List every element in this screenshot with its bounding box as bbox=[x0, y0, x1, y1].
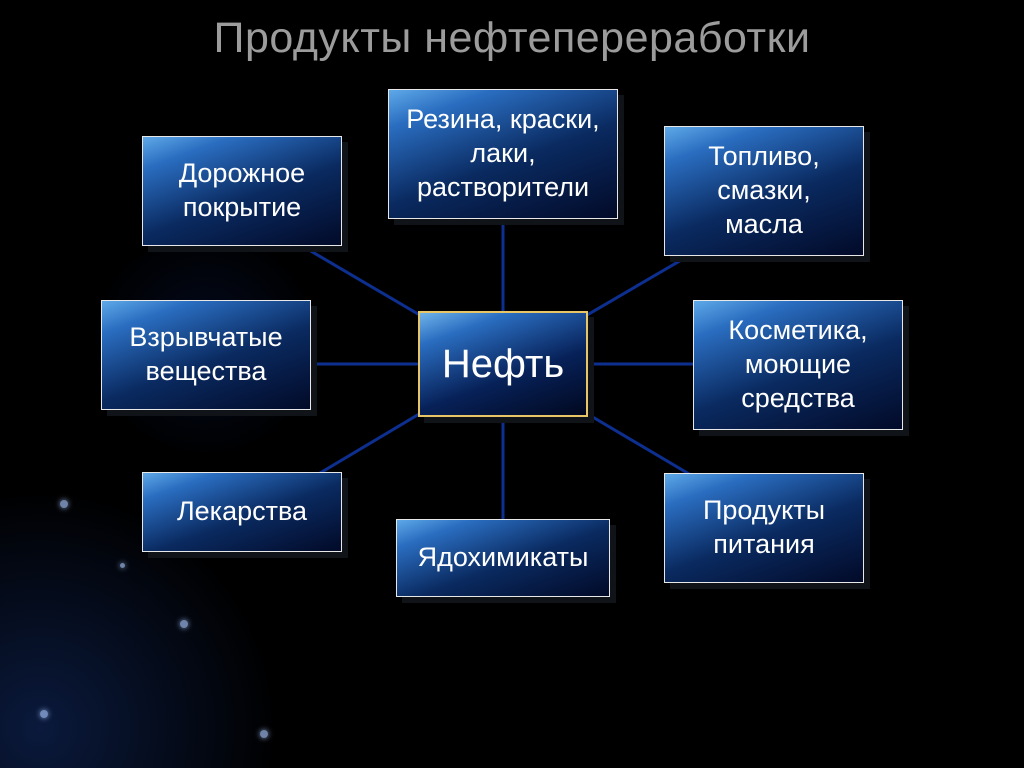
node-label: Резина, краски, лаки, растворители bbox=[399, 103, 607, 204]
decorative-dot bbox=[60, 500, 68, 508]
node-label: Косметика, моющие средства bbox=[704, 314, 892, 415]
diagram-node-medicine: Лекарства bbox=[142, 472, 342, 552]
node-label: Нефть bbox=[442, 339, 564, 389]
diagram-node-road: Дорожное покрытие bbox=[142, 136, 342, 246]
node-label: Взрывчатые вещества bbox=[112, 321, 300, 389]
node-label: Лекарства bbox=[177, 495, 307, 529]
node-label: Ядохимикаты bbox=[418, 541, 589, 575]
diagram-node-cosmetics: Косметика, моющие средства bbox=[693, 300, 903, 430]
slide-title: Продукты нефтепереработки bbox=[0, 14, 1024, 63]
diagram-node-fuel: Топливо, смазки, масла bbox=[664, 126, 864, 256]
diagram-center-node: Нефть bbox=[418, 311, 588, 417]
decorative-dot bbox=[180, 620, 188, 628]
diagram-node-food: Продукты питания bbox=[664, 473, 864, 583]
node-label: Дорожное покрытие bbox=[153, 157, 331, 225]
diagram-node-rubber: Резина, краски, лаки, растворители bbox=[388, 89, 618, 219]
decorative-dot bbox=[260, 730, 268, 738]
decorative-dot bbox=[40, 710, 48, 718]
diagram-node-pesticides: Ядохимикаты bbox=[396, 519, 610, 597]
diagram-node-explosives: Взрывчатые вещества bbox=[101, 300, 311, 410]
node-label: Продукты питания bbox=[675, 494, 853, 562]
node-label: Топливо, смазки, масла bbox=[675, 140, 853, 241]
decorative-dot bbox=[120, 563, 125, 568]
